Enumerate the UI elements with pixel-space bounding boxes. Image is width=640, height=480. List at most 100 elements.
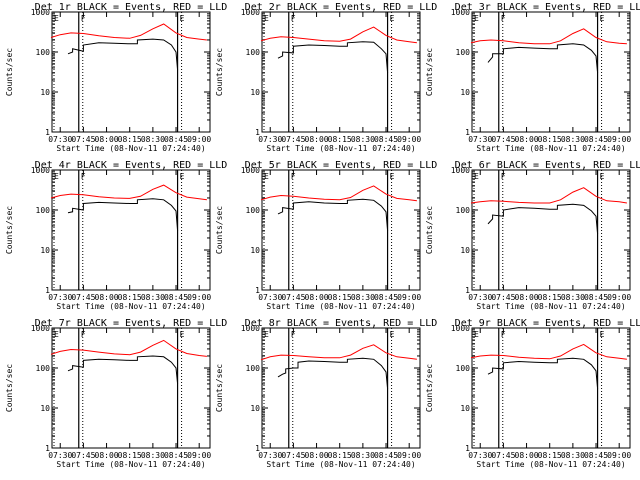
y-tick-label: 1 (465, 444, 470, 453)
y-tick-label: 1000 (451, 8, 470, 17)
chart-panel: Det 2r_BLACK = Events, RED = LLD 1 10 100 10… (215, 2, 437, 153)
marker-label-e: E (390, 14, 395, 23)
events-series-line (277, 357, 389, 389)
marker-label-f: F (291, 14, 296, 23)
x-tick-label: 08:15 (118, 451, 142, 460)
x-axis-label: Start Time (08-Nov-11 07:24:40) (476, 144, 625, 153)
y-axis-label: Counts/sec (5, 364, 14, 412)
x-axis-label: Start Time (08-Nov-11 07:24:40) (56, 144, 205, 153)
marker-label-f: F (501, 172, 506, 181)
x-tick-label: 09:00 (397, 135, 421, 144)
chart-panel: Det 5r_BLACK = Events, RED = LLD 1 10 100 10… (215, 160, 437, 311)
marker-label-e: E (474, 14, 479, 23)
x-tick-label: 08:30 (141, 293, 165, 302)
x-tick-label: 08:45 (374, 293, 398, 302)
chart-panel: Det 4r_BLACK = Events, RED = LLD 1 10 100 10… (5, 160, 227, 311)
events-series-line (487, 357, 599, 389)
marker-label-e: E (264, 14, 269, 23)
x-tick-label: 08:45 (374, 135, 398, 144)
marker-label-e: E (54, 172, 59, 181)
y-tick-label: 1 (255, 444, 260, 453)
plot-frame (51, 11, 211, 133)
events-series-line (487, 203, 599, 235)
x-tick-label: 07:45 (281, 451, 305, 460)
x-tick-label: 08:15 (538, 135, 562, 144)
plot-frame (471, 169, 631, 291)
y-tick-label: 1000 (241, 166, 260, 175)
x-tick-label: 07:30 (258, 293, 282, 302)
x-axis-label: Start Time (08-Nov-11 07:24:40) (56, 302, 205, 311)
y-tick-label: 1 (255, 286, 260, 295)
y-tick-label: 1 (45, 128, 50, 137)
x-tick-label: 09:00 (607, 293, 631, 302)
lld-series-line (260, 344, 417, 361)
x-tick-label: 09:00 (187, 293, 211, 302)
y-tick-label: 10 (250, 404, 260, 413)
y-axis-label: Counts/sec (5, 206, 14, 254)
lld-series-line (50, 339, 207, 357)
x-tick-label: 08:00 (515, 293, 539, 302)
marker-label-f: F (81, 14, 86, 23)
y-tick-label: 1 (45, 444, 50, 453)
events-series-line (277, 198, 389, 231)
chart-panel: Det 1r_BLACK = Events, RED = LLD 1 10 100 10… (5, 2, 227, 153)
y-tick-label: 10 (460, 404, 470, 413)
x-tick-label: 08:30 (141, 451, 165, 460)
x-tick-label: 09:00 (397, 293, 421, 302)
x-tick-label: 08:45 (164, 293, 188, 302)
marker-label-e: E (180, 330, 185, 339)
y-tick-label: 100 (36, 206, 51, 215)
x-tick-label: 08:00 (305, 451, 329, 460)
y-tick-label: 1 (465, 286, 470, 295)
x-axis-label: Start Time (08-Nov-11 07:24:40) (266, 144, 415, 153)
x-tick-label: 07:45 (71, 135, 95, 144)
marker-label-e: E (600, 14, 605, 23)
x-tick-label: 07:45 (281, 135, 305, 144)
marker-label-e: E (54, 14, 59, 23)
marker-label-e: E (264, 330, 269, 339)
y-axis-label: Counts/sec (425, 48, 434, 96)
y-tick-label: 100 (456, 48, 471, 57)
x-tick-label: 08:45 (584, 135, 608, 144)
marker-label-e: E (474, 172, 479, 181)
x-tick-label: 07:30 (48, 293, 72, 302)
marker-label-e: E (264, 172, 269, 181)
y-axis-label: Counts/sec (215, 364, 224, 412)
chart-title: Det 3r_BLACK = Events, RED = LLD (455, 2, 640, 13)
y-tick-label: 1000 (31, 166, 50, 175)
x-tick-label: 07:45 (491, 451, 515, 460)
x-tick-label: 07:45 (71, 451, 95, 460)
x-tick-label: 08:30 (561, 135, 585, 144)
x-tick-label: 09:00 (397, 451, 421, 460)
y-tick-label: 10 (40, 404, 50, 413)
x-tick-label: 08:15 (328, 293, 352, 302)
x-tick-label: 08:30 (561, 293, 585, 302)
y-tick-label: 10 (250, 246, 260, 255)
x-axis-label: Start Time (08-Nov-11 07:24:40) (476, 460, 625, 469)
chart-title: Det 5r_BLACK = Events, RED = LLD (245, 160, 438, 171)
lld-series-line (470, 343, 627, 360)
chart-panel: Det 3r_BLACK = Events, RED = LLD 1 10 100 10… (425, 2, 640, 153)
lld-series-line (50, 184, 207, 201)
marker-label-e: E (600, 330, 605, 339)
x-tick-label: 08:15 (118, 135, 142, 144)
y-tick-label: 1 (255, 128, 260, 137)
events-series-line (67, 198, 179, 231)
x-axis-label: Start Time (08-Nov-11 07:24:40) (266, 302, 415, 311)
x-tick-label: 08:30 (351, 451, 375, 460)
marker-label-f: F (81, 172, 86, 181)
plot-frame (471, 11, 631, 133)
y-tick-label: 1 (465, 128, 470, 137)
x-tick-label: 08:00 (515, 135, 539, 144)
marker-label-e: E (54, 330, 59, 339)
x-tick-label: 08:00 (305, 293, 329, 302)
x-tick-label: 09:00 (187, 451, 211, 460)
y-axis-label: Counts/sec (215, 206, 224, 254)
marker-label-e: E (600, 172, 605, 181)
chart-title: Det 2r_BLACK = Events, RED = LLD (245, 2, 438, 13)
y-axis-label: Counts/sec (425, 364, 434, 412)
events-series-line (67, 38, 179, 71)
x-tick-label: 08:45 (584, 451, 608, 460)
y-axis-label: Counts/sec (425, 206, 434, 254)
